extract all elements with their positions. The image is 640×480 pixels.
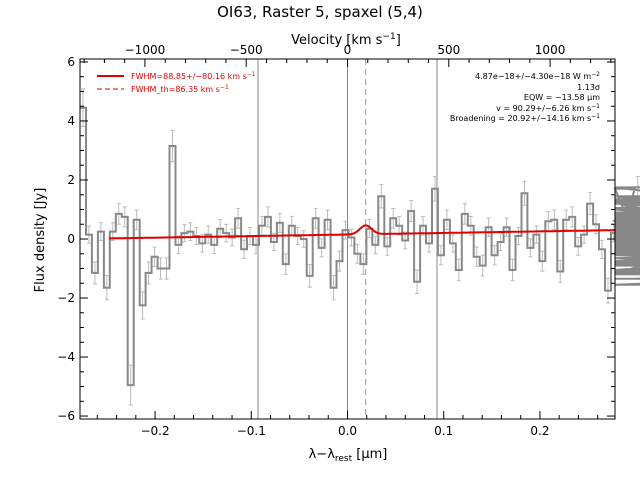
top-tick-label: −500 xyxy=(230,43,263,57)
y-axis-label: Flux density [Jy] xyxy=(33,188,48,293)
x-tick-label: −0.2 xyxy=(140,424,169,438)
x-axis-label: λ−λrest [μm] xyxy=(309,447,388,464)
x-tick-label: −0.1 xyxy=(237,424,266,438)
y-tick-label: −6 xyxy=(57,409,75,423)
y-tick-label: 6 xyxy=(67,55,75,69)
fit-annotations: 4.87e−18+/−4.30e−18 W m−2 1.13σ EQW = −1… xyxy=(450,71,600,123)
top-axis-label: Velocity [km s−1] xyxy=(291,32,401,48)
x-tick-label: 0.2 xyxy=(530,424,549,438)
top-tick-label: 0 xyxy=(344,43,352,57)
annotation-sigma: 1.13σ xyxy=(577,83,600,92)
chart-title: OI63, Raster 5, spaxel (5,4) xyxy=(217,3,423,21)
x-tick-label: 0.0 xyxy=(338,424,357,438)
x-tick-label: 0.1 xyxy=(434,424,453,438)
top-tick-label: −1000 xyxy=(125,43,166,57)
top-tick-label: 1000 xyxy=(535,43,566,57)
y-tick-label: −4 xyxy=(57,350,75,364)
plot-area xyxy=(80,59,640,419)
spectrum-step-line xyxy=(80,106,640,387)
legend-label-fwhm: FWHM=88.85+/−80.16 km s−1 xyxy=(131,71,256,81)
top-tick-label: 500 xyxy=(437,43,460,57)
error-bars xyxy=(80,88,640,406)
annotation-broadening: Broadening = 20.92+/−14.16 km s−1 xyxy=(450,113,600,123)
annotation-velocity: v = 90.29+/−6.26 km s−1 xyxy=(496,103,600,113)
y-tick-label: 4 xyxy=(67,114,75,128)
model-fit-line xyxy=(108,224,616,240)
axes: −0.2 −0.1 0.0 0.1 0.2 −6 −4 −2 0 2 4 6 −1000 −500 0 500… xyxy=(57,43,616,438)
y-tick-label: −2 xyxy=(57,291,75,305)
legend-label-fwhm-th: FWHM_th=86.35 km s−1 xyxy=(131,84,229,94)
annotation-eqw: EQW = −13.58 μm xyxy=(524,93,600,102)
annotation-flux: 4.87e−18+/−4.30e−18 W m−2 xyxy=(475,71,600,81)
legend: FWHM=88.85+/−80.16 km s−1 FWHM_th=86.35 … xyxy=(97,71,256,94)
y-tick-label: 2 xyxy=(67,173,75,187)
y-tick-label: 0 xyxy=(67,232,75,246)
